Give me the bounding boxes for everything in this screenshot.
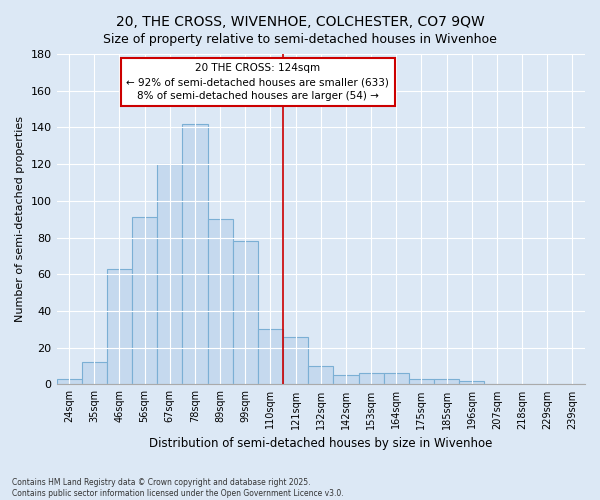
- Bar: [434, 379, 459, 384]
- X-axis label: Distribution of semi-detached houses by size in Wivenhoe: Distribution of semi-detached houses by …: [149, 437, 493, 450]
- Bar: [409, 379, 434, 384]
- Bar: [459, 381, 484, 384]
- Text: 20, THE CROSS, WIVENHOE, COLCHESTER, CO7 9QW: 20, THE CROSS, WIVENHOE, COLCHESTER, CO7…: [116, 15, 484, 29]
- Bar: [56, 379, 82, 384]
- Text: Size of property relative to semi-detached houses in Wivenhoe: Size of property relative to semi-detach…: [103, 32, 497, 46]
- Text: Contains HM Land Registry data © Crown copyright and database right 2025.
Contai: Contains HM Land Registry data © Crown c…: [12, 478, 344, 498]
- Bar: [258, 330, 283, 384]
- Bar: [283, 336, 308, 384]
- Bar: [82, 362, 107, 384]
- Bar: [208, 219, 233, 384]
- Bar: [308, 366, 334, 384]
- Bar: [334, 376, 359, 384]
- Bar: [182, 124, 208, 384]
- Y-axis label: Number of semi-detached properties: Number of semi-detached properties: [15, 116, 25, 322]
- Text: 20 THE CROSS: 124sqm
← 92% of semi-detached houses are smaller (633)
8% of semi-: 20 THE CROSS: 124sqm ← 92% of semi-detac…: [127, 63, 389, 101]
- Bar: [132, 218, 157, 384]
- Bar: [383, 374, 409, 384]
- Bar: [157, 164, 182, 384]
- Bar: [233, 241, 258, 384]
- Bar: [359, 374, 383, 384]
- Bar: [107, 269, 132, 384]
